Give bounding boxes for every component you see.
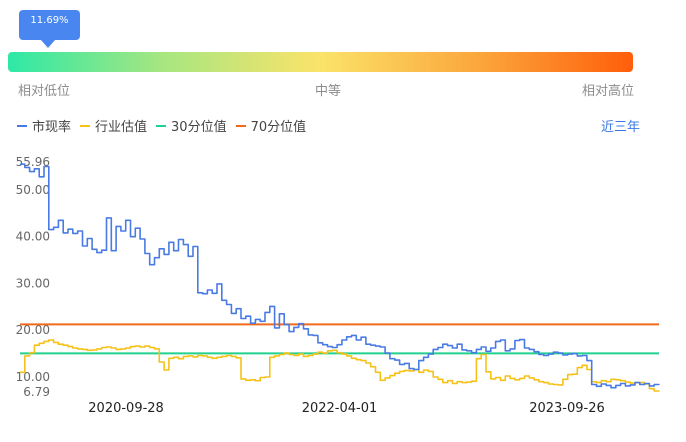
percentile-gradient-bar <box>8 52 633 72</box>
legend-label-p70: 70分位值 <box>250 120 307 135</box>
y-tick-label: 50.00 <box>16 183 50 197</box>
y-tick-label: 10.00 <box>16 370 50 384</box>
legend-label-p30: 30分位值 <box>171 120 227 135</box>
percentile-tooltip: 11.69% <box>19 10 80 48</box>
series-line-0 <box>20 163 660 389</box>
legend-item-pcf[interactable]: 市现率 <box>17 116 71 135</box>
x-tick-label: 2023-09-26 <box>529 401 605 416</box>
legend-item-p30[interactable]: 30分位值 <box>156 116 227 135</box>
legend-label-industry: 行业估值 <box>95 120 148 135</box>
legend-label-pcf: 市现率 <box>32 120 72 135</box>
legend-swatch-p30 <box>156 124 167 127</box>
y-tick-label: 30.00 <box>16 276 50 290</box>
legend-item-industry[interactable]: 行业估值 <box>80 116 147 135</box>
legend-item-p70[interactable]: 70分位值 <box>235 116 307 135</box>
percentile-value: 11.69% <box>30 15 69 26</box>
range-toggle-3y[interactable]: 近三年 <box>600 120 640 135</box>
series-lines <box>20 163 660 392</box>
y-tick-label: 6.79 <box>23 385 50 399</box>
scale-label-high: 相对高位 <box>582 84 635 99</box>
legend-swatch-industry <box>80 124 91 127</box>
chart-legend: 市现率 行业估值 30分位值 70分位值 <box>17 116 315 135</box>
legend-swatch-p70 <box>235 124 246 127</box>
x-tick-label: 2020-09-28 <box>88 401 164 416</box>
y-tick-label: 40.00 <box>16 230 50 244</box>
scale-label-low: 相对低位 <box>18 84 71 99</box>
x-axis-ticks: 2020-09-28 2022-04-01 2023-09-26 <box>88 401 604 416</box>
x-tick-label: 2022-04-01 <box>302 401 378 416</box>
y-tick-label: 20.00 <box>16 323 50 337</box>
legend-swatch-pcf <box>17 124 27 127</box>
series-line-1 <box>20 339 660 392</box>
scale-label-mid: 中等 <box>315 84 342 99</box>
